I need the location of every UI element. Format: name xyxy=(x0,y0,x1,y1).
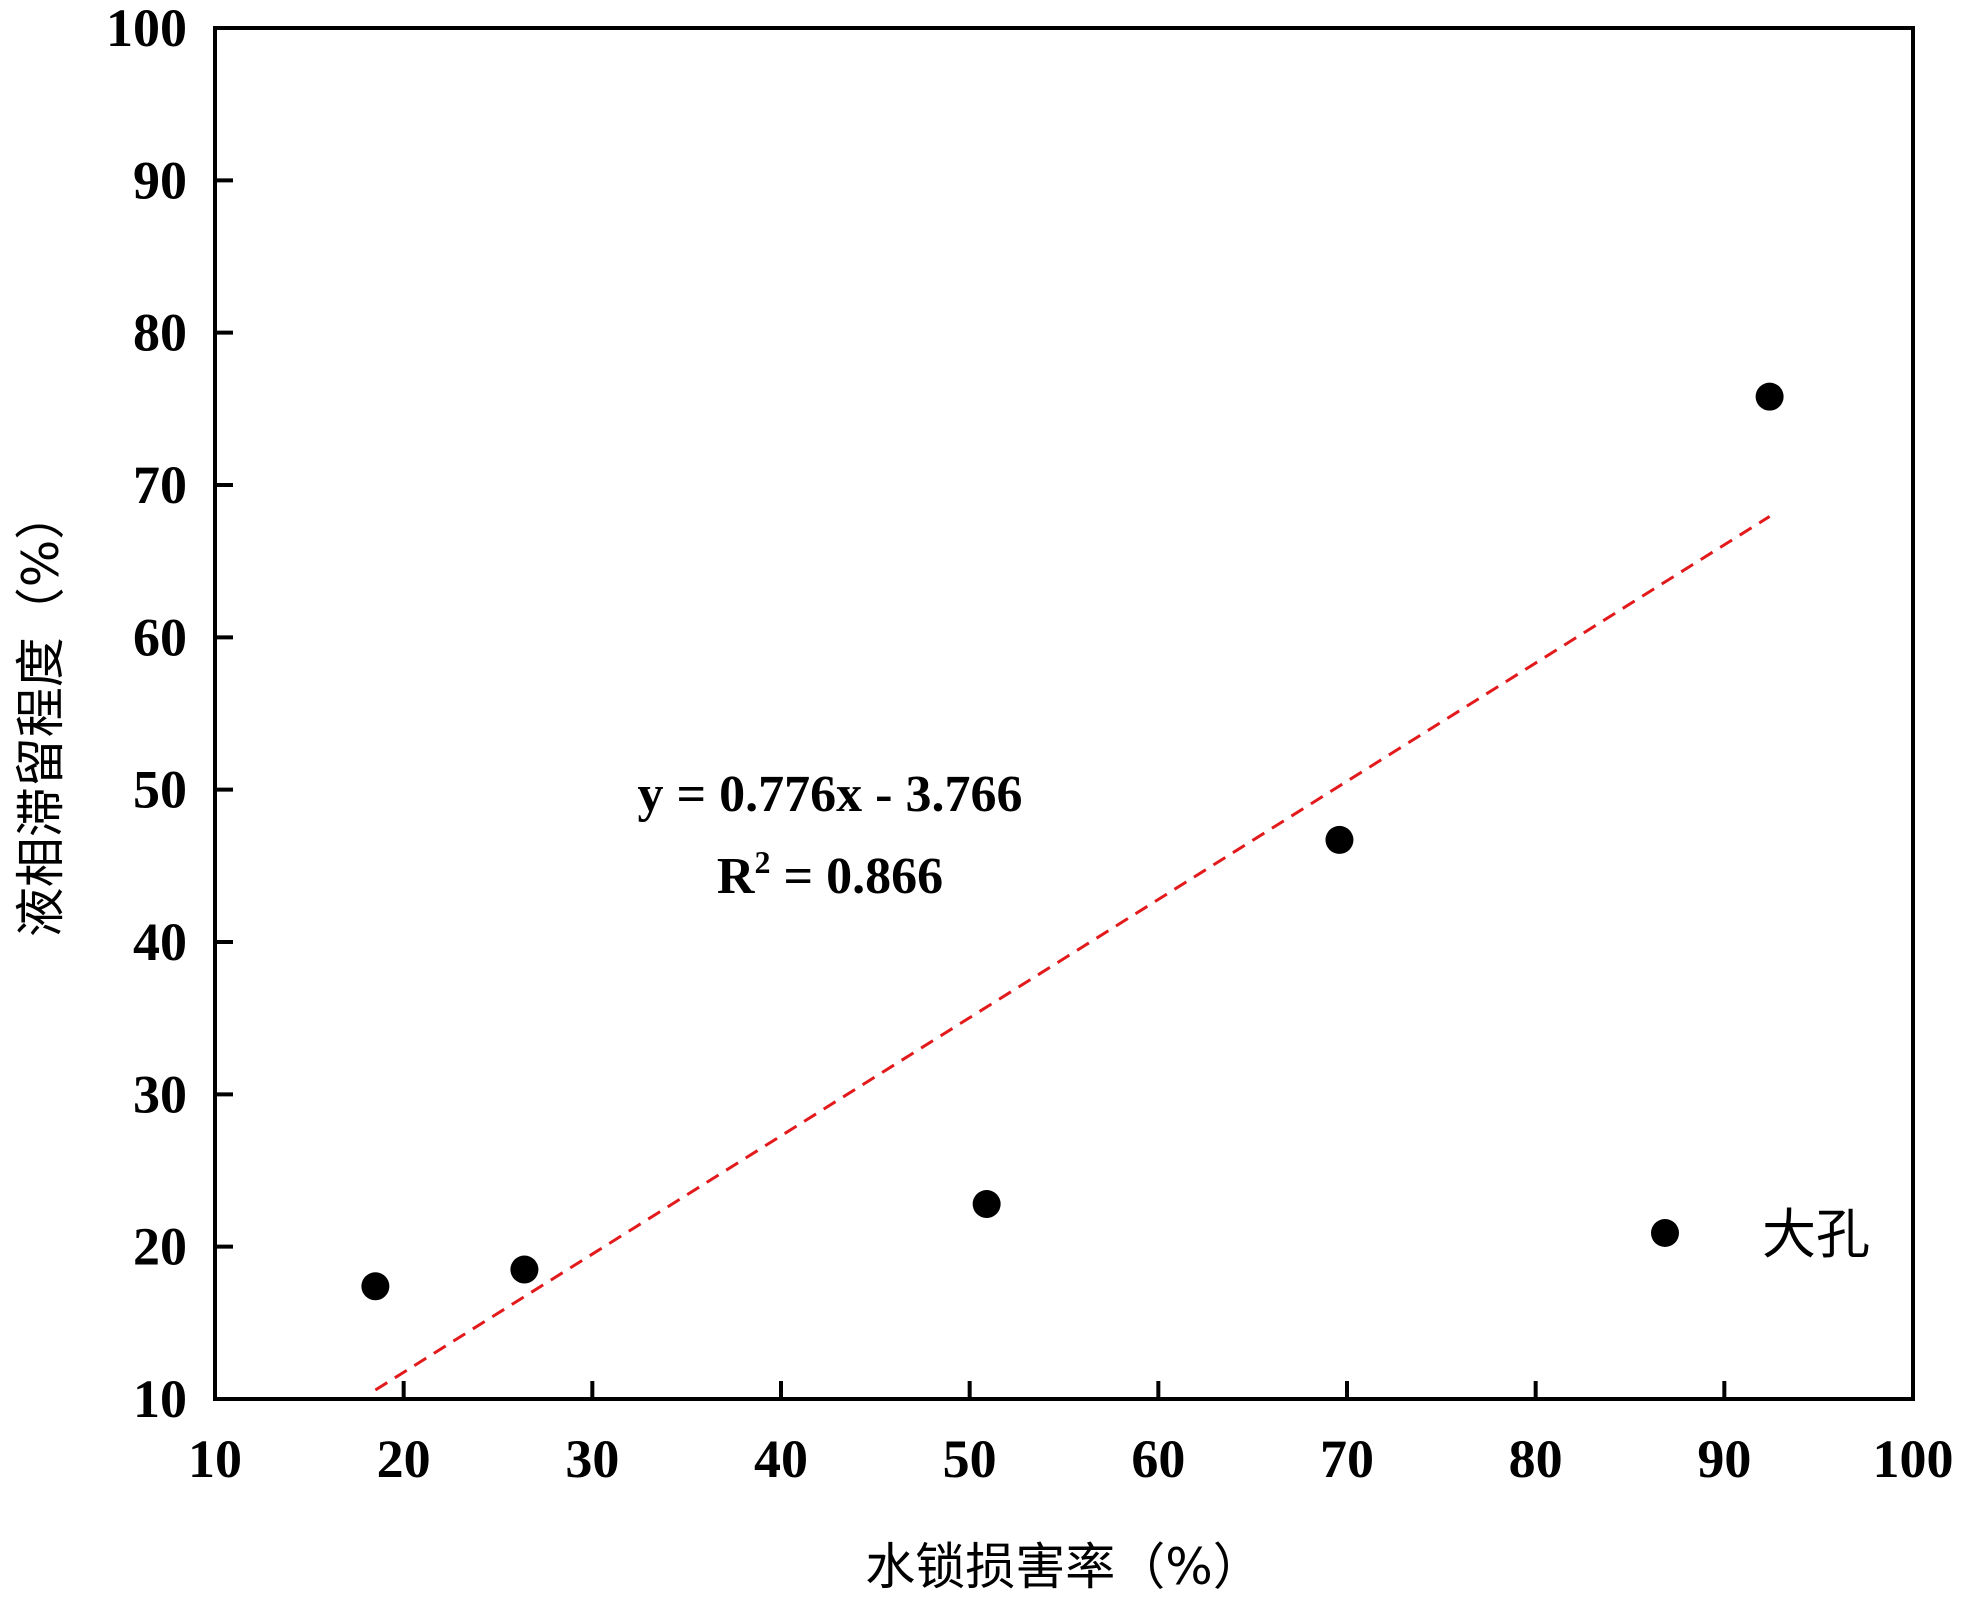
r-squared-value: = 0.866 xyxy=(770,848,943,905)
r-squared-prefix: R xyxy=(717,848,756,905)
y-tick-label: 60 xyxy=(133,607,187,667)
data-point xyxy=(361,1272,390,1301)
legend-label: 大孔 xyxy=(1762,1203,1870,1266)
x-tick-label: 30 xyxy=(565,1429,619,1489)
x-tick-label: 60 xyxy=(1131,1429,1185,1489)
data-point xyxy=(510,1255,539,1284)
x-tick-label: 20 xyxy=(377,1429,431,1489)
data-point xyxy=(1755,382,1784,411)
x-tick-label: 80 xyxy=(1509,1429,1563,1489)
y-tick-label: 80 xyxy=(133,303,187,363)
y-tick-label: 90 xyxy=(133,150,187,210)
x-tick-label: 40 xyxy=(754,1429,808,1489)
y-axis-title: 液相滞留程度（%） xyxy=(12,490,70,938)
x-tick-label: 50 xyxy=(943,1429,997,1489)
y-tick-label: 50 xyxy=(133,760,187,820)
x-tick-label: 70 xyxy=(1320,1429,1374,1489)
y-tick-label: 70 xyxy=(133,455,187,515)
x-axis-title: 水锁损害率（%） xyxy=(865,1538,1263,1596)
y-tick-label: 100 xyxy=(106,0,187,58)
x-tick-label: 10 xyxy=(188,1429,242,1489)
legend: 大孔 xyxy=(1651,1203,1870,1266)
y-tick-label: 10 xyxy=(133,1369,187,1429)
data-point xyxy=(972,1190,1001,1219)
r-squared-superscript: 2 xyxy=(754,844,770,880)
plot-frame xyxy=(213,26,1915,1401)
data-point xyxy=(1325,825,1354,854)
r-squared-label: R2 = 0.866 xyxy=(717,844,943,905)
regression-equation: y = 0.776x - 3.766 xyxy=(638,766,1023,823)
trendline xyxy=(374,515,1771,1392)
y-tick-label: 40 xyxy=(133,912,187,972)
x-tick-label: 100 xyxy=(1873,1429,1954,1489)
x-tick-label: 90 xyxy=(1697,1429,1751,1489)
y-tick-label: 20 xyxy=(133,1217,187,1277)
y-tick-label: 30 xyxy=(133,1064,187,1124)
legend-marker xyxy=(1651,1219,1679,1247)
